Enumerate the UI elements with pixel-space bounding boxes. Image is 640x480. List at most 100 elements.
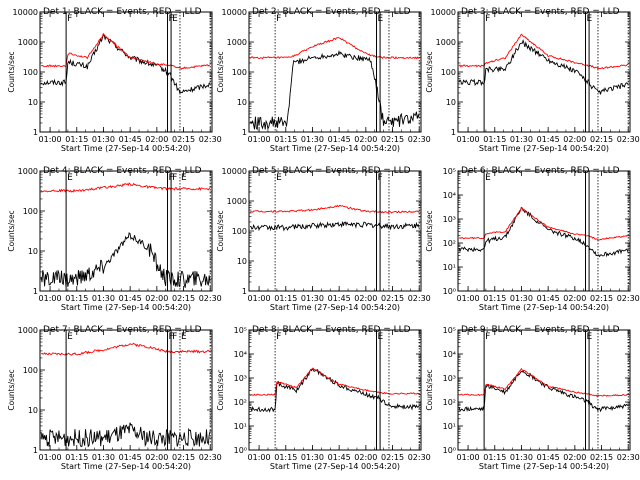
y-tick-label: 100 — [232, 68, 247, 77]
y-tick-label: 10 — [28, 247, 38, 256]
x-tick-label: 02:30 — [408, 135, 431, 144]
y-tick-label: 10⁰ — [443, 287, 456, 296]
x-tick-label: 02:30 — [408, 294, 431, 303]
y-tick-label: 10¹ — [443, 422, 456, 431]
x-tick-label: 02:15 — [172, 135, 195, 144]
plot-frame — [39, 170, 213, 292]
marker-flag-label: E — [276, 173, 282, 183]
x-tick-label: 02:15 — [590, 135, 613, 144]
x-tick-label: 01:45 — [537, 135, 560, 144]
y-tick-label: 10⁰ — [443, 446, 456, 455]
marker-flag-label: F — [276, 14, 281, 24]
y-axis-label: Counts/sec — [216, 369, 225, 410]
x-tick-label: 01:45 — [328, 294, 351, 303]
x-tick-label: 01:00 — [457, 294, 480, 303]
x-tick-label: 02:00 — [145, 135, 168, 144]
lld-series-line — [459, 367, 629, 398]
events-series-line — [40, 422, 211, 448]
x-tick-label: 01:45 — [537, 294, 560, 303]
x-tick-label: 02:30 — [617, 294, 640, 303]
y-tick-label: 10² — [443, 239, 456, 248]
x-tick-label: 02:15 — [590, 453, 613, 462]
x-tick-label: 02:00 — [563, 453, 586, 462]
y-tick-label: 1000 — [227, 38, 247, 47]
chart-panel-det-7: Det 7: BLACK = Events, RED = LLD 1 10 100 10… — [7, 325, 222, 471]
y-tick-label: 1 — [33, 128, 38, 137]
y-tick-label: 10³ — [443, 374, 456, 383]
plot-frame — [457, 329, 631, 451]
lld-series-line — [458, 207, 629, 241]
x-tick-label: 01:15 — [65, 453, 88, 462]
x-tick-label: 01:45 — [328, 453, 351, 462]
y-axis-label: Counts/sec — [425, 210, 434, 251]
y-tick-label: 100 — [232, 227, 247, 236]
plot-frame — [39, 329, 213, 451]
y-tick-label: 1 — [242, 287, 247, 296]
marker-flag-label: E — [172, 14, 178, 24]
marker-flag-label: F — [378, 173, 383, 183]
marker-flag-label: E — [181, 332, 187, 342]
marker-flag-label: E — [67, 173, 73, 183]
panel-title: Det 4: BLACK = Events, RED = LLD — [43, 166, 202, 176]
x-tick-label: 01:30 — [301, 294, 324, 303]
x-tick-label: 02:15 — [381, 453, 404, 462]
chart-panel-det-1: Det 1: BLACK = Events, RED = LLD 1 10 100 10… — [7, 7, 222, 153]
marker-flag-label: E — [587, 332, 593, 342]
x-axis-label: Start Time (27-Sep-14 00:54:20) — [270, 303, 400, 312]
x-axis-label: Start Time (27-Sep-14 00:54:20) — [479, 303, 609, 312]
events-series-line — [249, 50, 420, 131]
x-axis-label: Start Time (27-Sep-14 00:54:20) — [61, 144, 191, 153]
y-tick-label: 1000 — [18, 326, 38, 335]
x-tick-label: 01:00 — [39, 453, 62, 462]
chart-panel-det-5: Det 5: BLACK = Events, RED = LLD 1 10 100 10… — [216, 166, 431, 312]
x-tick-label: 01:00 — [39, 294, 62, 303]
x-tick-label: 02:00 — [354, 135, 377, 144]
y-tick-label: 100 — [23, 207, 38, 216]
y-tick-label: 1 — [451, 128, 456, 137]
x-tick-label: 01:00 — [457, 453, 480, 462]
marker-flag-label: F — [169, 14, 174, 24]
panel-title: Det 8: BLACK = Events, RED = LLD — [252, 325, 411, 335]
lld-series-line — [250, 367, 420, 396]
panel-title: Det 6: BLACK = Events, RED = LLD — [461, 166, 620, 176]
chart-panel-det-3: Det 3: BLACK = Events, RED = LLD 1 10 100 10… — [425, 7, 640, 153]
x-tick-label: 02:00 — [563, 135, 586, 144]
x-tick-label: 01:15 — [483, 453, 506, 462]
events-series-line — [40, 232, 211, 288]
x-tick-label: 01:00 — [39, 135, 62, 144]
x-tick-label: 02:00 — [145, 453, 168, 462]
y-tick-label: 100 — [441, 68, 456, 77]
y-tick-label: 10⁴ — [443, 350, 456, 359]
y-axis-label: Counts/sec — [425, 369, 434, 410]
y-tick-label: 100 — [23, 366, 38, 375]
x-tick-label: 02:00 — [563, 294, 586, 303]
panel-title: Det 1: BLACK = Events, RED = LLD — [43, 7, 202, 17]
marker-flag-label: E — [181, 173, 187, 183]
x-tick-label: 02:00 — [145, 294, 168, 303]
y-axis-label: Counts/sec — [7, 210, 16, 251]
x-tick-label: 01:15 — [483, 135, 506, 144]
events-series-line — [40, 34, 211, 95]
y-tick-label: 10000 — [222, 8, 247, 17]
y-tick-label: 10⁴ — [443, 191, 456, 200]
events-series-line — [458, 369, 629, 413]
chart-panel-det-2: Det 2: BLACK = Events, RED = LLD 1 10 100 10… — [216, 7, 431, 153]
x-tick-label: 01:30 — [301, 135, 324, 144]
events-series-line — [250, 221, 420, 232]
x-tick-label: 02:30 — [617, 453, 640, 462]
panel-title: Det 9: BLACK = Events, RED = LLD — [461, 325, 620, 335]
y-tick-label: 1 — [33, 446, 38, 455]
x-axis-label: Start Time (27-Sep-14 00:54:20) — [61, 303, 191, 312]
y-axis-label: Counts/sec — [7, 51, 16, 92]
x-axis-label: Start Time (27-Sep-14 00:54:20) — [270, 144, 400, 153]
marker-flag-label: E — [587, 14, 593, 24]
y-tick-label: 10² — [234, 398, 247, 407]
events-series-line — [458, 206, 629, 258]
x-tick-label: 01:30 — [510, 294, 533, 303]
x-tick-label: 01:15 — [274, 453, 297, 462]
marker-flag-label: E — [378, 332, 384, 342]
lld-series-line — [249, 37, 420, 60]
y-axis-label: Counts/sec — [7, 369, 16, 410]
y-tick-label: 10 — [28, 98, 38, 107]
marker-flag-label: F — [67, 14, 72, 24]
